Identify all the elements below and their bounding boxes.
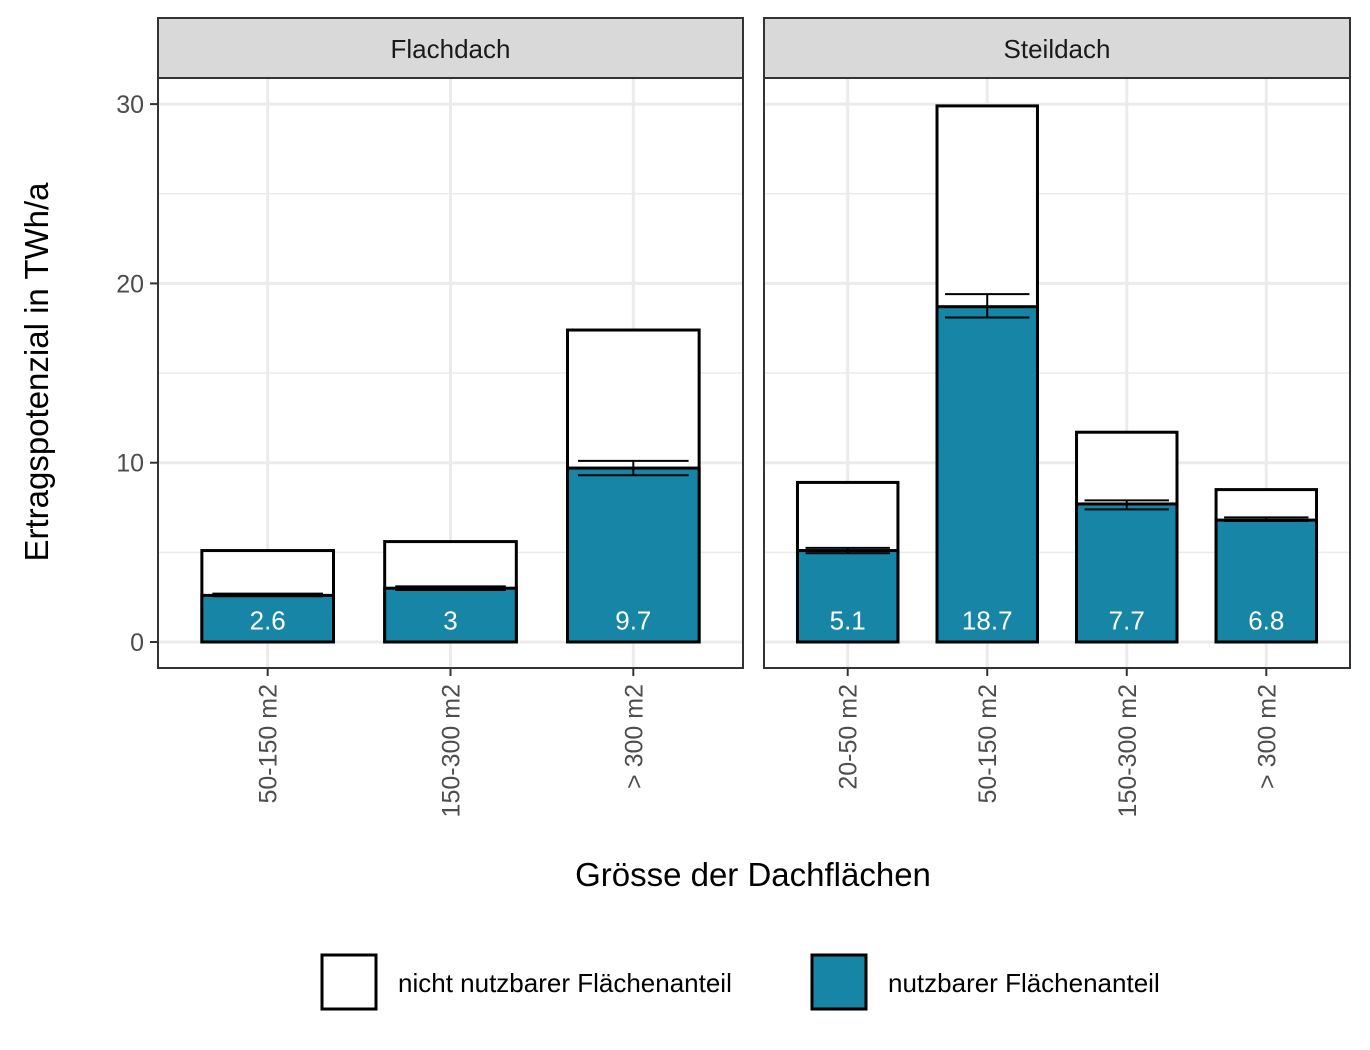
bar-usable (383, 586, 518, 644)
error-bar (212, 592, 323, 598)
x-axis-title: Grösse der Dachflächen (575, 856, 931, 893)
legend: nicht nutzbarer Flächenanteil nutzbarer F… (320, 953, 1160, 1011)
x-tick-label: > 300 m2 (1253, 684, 1281, 789)
facet-panels: 2.6 50-150 m2 3 150-300 m2 9.7 > 300 m2 Flachd… (116, 17, 1351, 817)
legend-swatch (320, 953, 378, 1011)
data-label: 7.7 (1109, 605, 1145, 635)
legend-item-not_usable: nicht nutzbarer Flächenanteil (320, 953, 732, 1011)
bar-usable (935, 305, 1039, 644)
data-label: 18.7 (962, 605, 1013, 635)
y-tick-label: 20 (116, 270, 144, 298)
x-tick-label: > 300 m2 (620, 684, 648, 789)
x-tick-label: 50-150 m2 (974, 684, 1002, 804)
bar-usable (1075, 502, 1179, 644)
y-tick-label: 0 (130, 629, 144, 657)
error-bar (578, 459, 689, 477)
error-bar (805, 546, 890, 555)
bar-usable (1214, 518, 1319, 644)
y-tick-label: 30 (116, 91, 144, 119)
legend-item-usable: nutzbarer Flächenanteil (810, 953, 1160, 1011)
facet-title: Flachdach (391, 34, 511, 64)
panel-0: 2.6 50-150 m2 3 150-300 m2 9.7 > 300 m2 Flachd… (116, 17, 744, 817)
data-label: 2.6 (250, 605, 286, 635)
facet-title: Steildach (1004, 34, 1111, 64)
error-bar (1084, 499, 1169, 511)
bar-usable (795, 549, 900, 644)
error-bar (1224, 516, 1309, 522)
x-tick-label: 150-300 m2 (1114, 684, 1142, 817)
legend-label: nicht nutzbarer Flächenanteil (398, 968, 732, 998)
facet-strip (763, 17, 1351, 79)
y-tick-label: 10 (116, 450, 144, 478)
x-tick-label: 150-300 m2 (438, 684, 466, 817)
x-tick-label: 50-150 m2 (255, 684, 283, 804)
error-bar (945, 293, 1030, 319)
bar-usable (566, 466, 701, 644)
facet-strip (157, 17, 744, 79)
data-label: 5.1 (830, 605, 866, 635)
error-bar (395, 585, 506, 592)
y-axis-title: Ertragspotenzial in TWh/a (18, 182, 55, 562)
x-tick-label: 20-50 m2 (835, 684, 863, 790)
panel-1: 5.1 20-50 m2 18.7 50-150 m2 7.7 150-300 m2 6.8… (763, 17, 1351, 817)
legend-swatch (810, 953, 868, 1011)
legend-label: nutzbarer Flächenanteil (888, 968, 1160, 998)
data-label: 9.7 (615, 605, 651, 635)
data-label: 3 (443, 605, 457, 635)
data-label: 6.8 (1248, 605, 1284, 635)
